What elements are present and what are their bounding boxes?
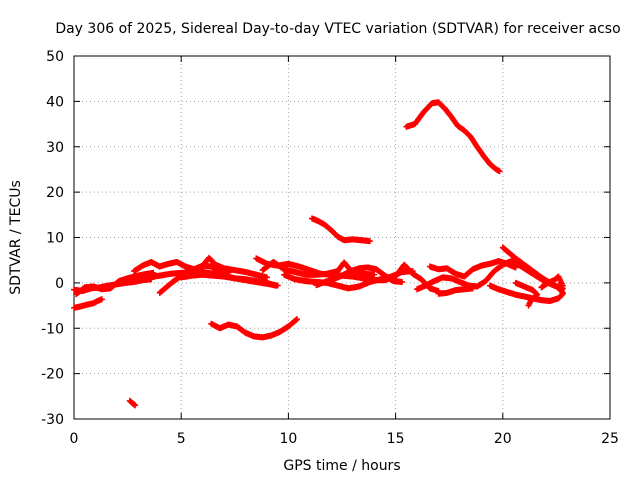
series-arc-20 <box>499 244 566 296</box>
data-point <box>409 268 416 275</box>
x-tick-label: 25 <box>601 431 619 447</box>
data-points <box>71 99 566 409</box>
y-tick-label: 40 <box>46 94 64 110</box>
data-point <box>525 302 532 309</box>
y-tick-label: -20 <box>41 367 64 383</box>
series-arc-4 <box>126 397 139 409</box>
x-tick-label: 15 <box>387 431 405 447</box>
series-arc-14 <box>308 215 373 245</box>
y-tick-label: 50 <box>46 49 64 65</box>
data-point <box>469 285 476 292</box>
y-tick-label: -10 <box>41 321 64 337</box>
x-tick-label: 5 <box>177 431 186 447</box>
y-tick-label: -30 <box>41 412 64 428</box>
series-arc-13 <box>313 264 406 289</box>
series-arc-15 <box>403 99 503 175</box>
series-arc-22 <box>538 273 566 291</box>
data-point <box>371 271 378 278</box>
data-point <box>512 264 519 271</box>
y-tick-label: 10 <box>46 231 64 247</box>
y-tick-label: 0 <box>55 276 64 292</box>
data-point <box>366 238 373 245</box>
series-arc-3 <box>73 269 157 298</box>
data-point <box>496 168 503 175</box>
data-point <box>98 296 105 303</box>
series-arc-8 <box>178 271 279 289</box>
series-arc-9 <box>208 316 300 341</box>
x-axis-label: GPS time / hours <box>283 458 400 474</box>
data-point <box>293 316 300 323</box>
x-tick-label: 20 <box>494 431 512 447</box>
x-tick-label: 10 <box>279 431 297 447</box>
series-arc-18 <box>435 285 476 297</box>
data-point <box>272 282 279 289</box>
data-point <box>559 282 566 289</box>
y-tick-label: 20 <box>46 185 64 201</box>
y-axis-label: SDTVAR / TECUs <box>8 180 24 295</box>
data-point <box>263 274 270 281</box>
data-point <box>132 402 139 409</box>
series-arc-11 <box>259 259 378 278</box>
series-arc-17 <box>426 258 519 280</box>
chart-title: Day 306 of 2025, Sidereal Day-to-day VTE… <box>55 21 620 37</box>
x-tick-label: 0 <box>70 431 79 447</box>
series-arc-21 <box>512 279 541 309</box>
axis-ticks: 0 5 10 15 20 25 -30 -20 -10 0 10 20 30 40 50 <box>41 49 619 447</box>
y-tick-label: 30 <box>46 140 64 156</box>
data-point <box>399 278 406 285</box>
series-arc-1 <box>71 296 105 311</box>
